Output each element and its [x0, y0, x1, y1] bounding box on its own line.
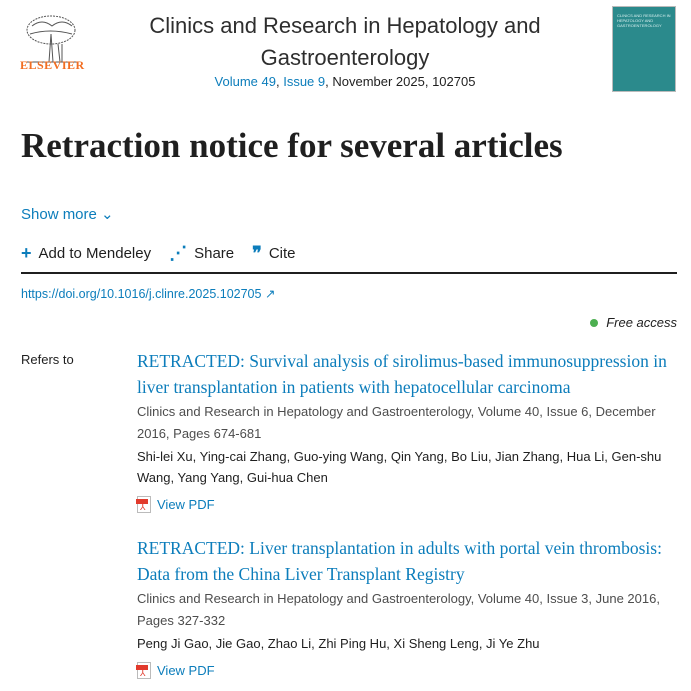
- elsevier-wordmark: ELSEVIER: [20, 58, 85, 72]
- pdf-icon: [136, 662, 151, 679]
- article-authors: Peng Ji Gao, Jie Gao, Zhao Li, Zhi Ping …: [137, 636, 540, 651]
- add-to-mendeley-button[interactable]: + Add to Mendeley: [21, 243, 151, 264]
- mendeley-label: Add to Mendeley: [38, 245, 152, 262]
- referenced-article: RETRACTED: Survival analysis of sirolimu…: [136, 348, 677, 513]
- view-pdf-link[interactable]: View PDF: [136, 496, 677, 513]
- article-source: Clinics and Research in Hepatology and G…: [137, 591, 660, 628]
- pdf-icon: [136, 496, 151, 513]
- plus-icon: +: [21, 243, 32, 263]
- article-authors: Shi-lei Xu, Ying-cai Zhang, Guo-ying Wan…: [137, 449, 662, 485]
- journal-cover[interactable]: CLINICS AND RESEARCH IN HEPATOLOGY AND G…: [612, 6, 676, 92]
- issue-info: Volume 49, Issue 9, November 2025, 10270…: [120, 74, 570, 89]
- article-title: Retraction notice for several articles: [21, 126, 563, 165]
- article-actions: + Add to Mendeley ⋰ Share ❞ Cite: [21, 243, 296, 264]
- cover-text: CLINICS AND RESEARCH IN HEPATOLOGY AND G…: [617, 13, 671, 28]
- show-more-button[interactable]: Show more ⌄: [21, 205, 114, 223]
- view-pdf-link[interactable]: View PDF: [136, 662, 677, 679]
- journal-title[interactable]: Clinics and Research in Hepatology and G…: [149, 13, 541, 70]
- issue-link[interactable]: Issue 9: [283, 74, 326, 89]
- share-icon: ⋰: [169, 243, 188, 263]
- share-button[interactable]: ⋰ Share: [169, 243, 234, 264]
- doi-text: https://doi.org/10.1016/j.clinre.2025.10…: [21, 287, 262, 301]
- cite-button[interactable]: ❞ Cite: [252, 243, 295, 264]
- free-access-label: Free access: [606, 315, 677, 330]
- external-link-icon: ↗: [264, 287, 276, 301]
- volume-link[interactable]: Volume 49: [214, 74, 276, 89]
- referenced-article-title-link[interactable]: RETRACTED: Survival analysis of sirolimu…: [137, 351, 667, 397]
- article-source: Clinics and Research in Hepatology and G…: [137, 404, 656, 441]
- elsevier-tree-logo[interactable]: [22, 4, 80, 74]
- free-access-badge: Free access: [590, 315, 677, 330]
- quote-icon: ❞: [252, 243, 262, 263]
- view-pdf-label: View PDF: [157, 663, 215, 678]
- comma: ,: [275, 74, 284, 89]
- refers-to-label: Refers to: [21, 352, 74, 367]
- divider: [21, 272, 677, 274]
- doi-link[interactable]: https://doi.org/10.1016/j.clinre.2025.10…: [21, 286, 275, 301]
- cite-label: Cite: [268, 245, 296, 262]
- issue-date: , November 2025, 102705: [325, 74, 476, 89]
- view-pdf-label: View PDF: [157, 497, 215, 512]
- green-dot-icon: [590, 318, 599, 327]
- referenced-article-title-link[interactable]: RETRACTED: Liver transplantation in adul…: [137, 538, 662, 584]
- referenced-article: RETRACTED: Liver transplantation in adul…: [136, 535, 677, 679]
- show-more-label: Show more: [21, 206, 97, 223]
- chevron-down-icon: ⌄: [101, 206, 114, 223]
- share-label: Share: [194, 245, 235, 262]
